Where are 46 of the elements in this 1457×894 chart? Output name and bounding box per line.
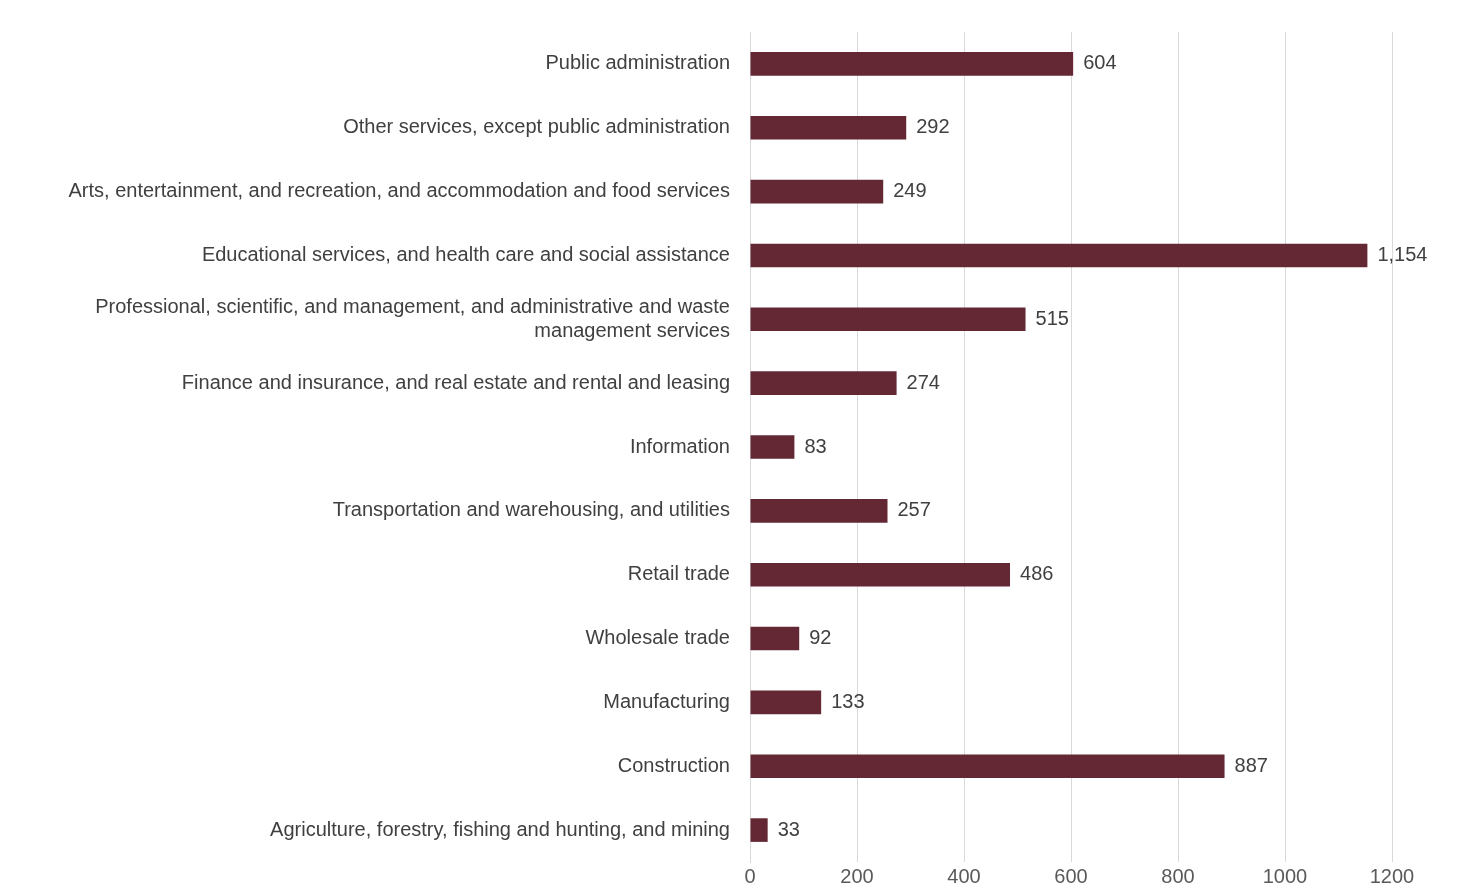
bar (750, 562, 1011, 587)
y-tick-label: Manufacturing (603, 689, 730, 712)
x-tick-label: 1000 (1262, 864, 1308, 887)
data-label: 83 (804, 434, 827, 457)
x-tick-label: 0 (744, 864, 756, 887)
x-tick-label: 600 (1054, 864, 1088, 887)
data-label: 257 (897, 498, 931, 521)
data-label: 887 (1234, 753, 1268, 776)
y-tick-label: Other services, except public administration (343, 115, 730, 138)
data-label: 292 (916, 115, 950, 138)
bar (750, 626, 800, 651)
bar (750, 818, 768, 842)
data-label: 133 (831, 689, 865, 712)
bar (750, 499, 888, 523)
bar (750, 754, 1225, 779)
y-tick-label: Professional, scientific, and management, and administrative and waste management services (95, 294, 730, 341)
y-tick-label: Agriculture, forestry, fishing and hunting, and mining (270, 817, 730, 840)
x-tick-label: 1200 (1369, 864, 1415, 887)
data-label: 604 (1083, 51, 1117, 74)
data-label: 515 (1035, 306, 1069, 329)
bar (750, 690, 822, 715)
bar (750, 52, 1074, 76)
y-tick-label: Transportation and warehousing, and utilities (332, 498, 730, 521)
data-label: 33 (777, 817, 800, 840)
bar (750, 307, 1026, 332)
bar (750, 435, 795, 459)
y-tick-label: Construction (617, 753, 730, 776)
x-tick-label: 400 (947, 864, 981, 887)
y-tick-label: Retail trade (627, 562, 730, 585)
data-label: 486 (1020, 562, 1054, 585)
y-tick-label: Arts, entertainment, and recreation, and accommodation and food services (68, 179, 730, 202)
y-tick-label: Educational services, and health care and social assistance (201, 242, 730, 265)
y-tick-label: Public administration (545, 51, 730, 74)
bar (750, 371, 897, 395)
x-tick-label: 800 (1161, 864, 1195, 887)
y-tick-label: Wholesale trade (585, 626, 730, 649)
data-label: 1,154 (1377, 242, 1428, 265)
x-tick-label: 200 (840, 864, 874, 887)
data-label: 249 (893, 179, 927, 202)
y-tick-label: Finance and insurance, and real estate and rental and leasing (181, 370, 730, 393)
bar (750, 115, 907, 140)
bar (750, 179, 884, 204)
data-label: 92 (809, 626, 832, 649)
bar (750, 243, 1368, 268)
data-label: 274 (906, 370, 940, 393)
y-tick-label: Information (629, 434, 730, 457)
